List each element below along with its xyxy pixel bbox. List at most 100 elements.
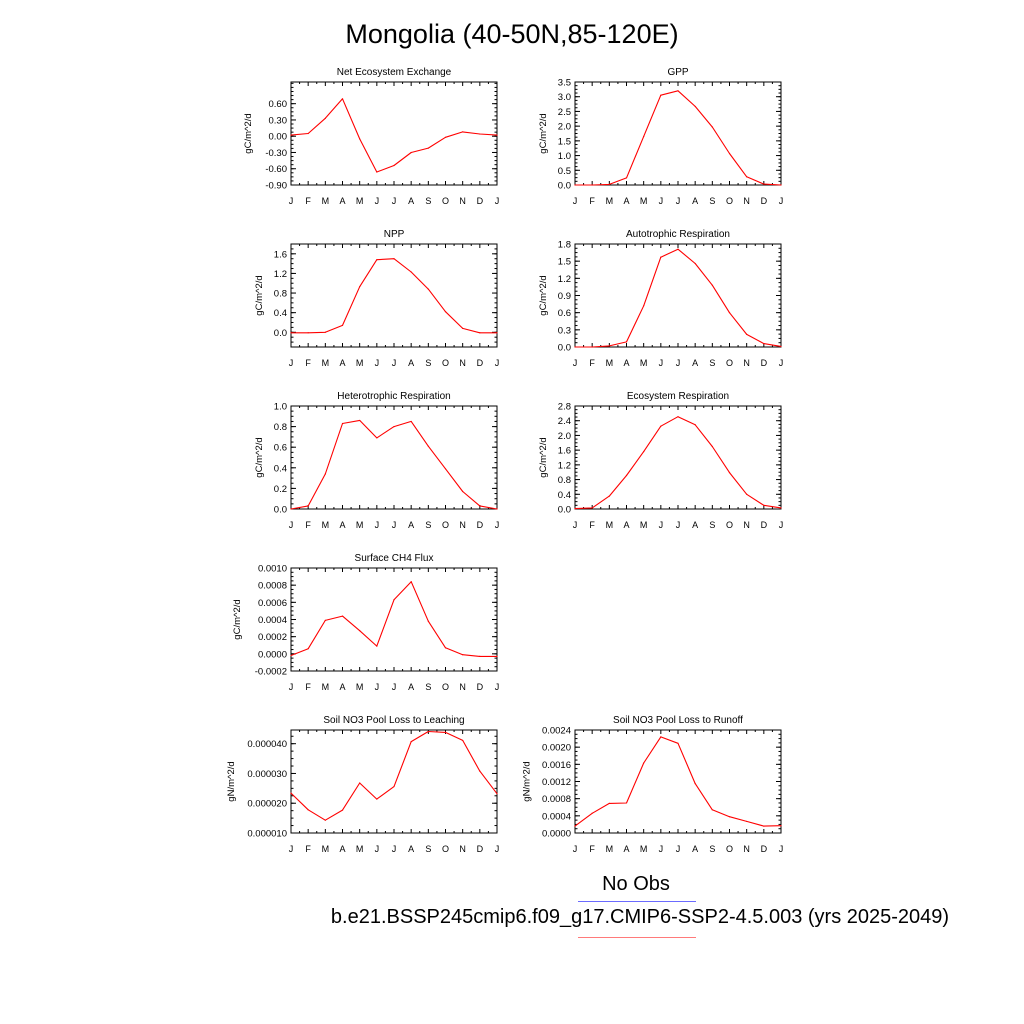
y-tick-label: 1.2 <box>558 460 571 471</box>
series-line <box>290 730 498 821</box>
plot-frame <box>290 405 498 510</box>
data-point <box>677 416 679 418</box>
y-tick-label: 0.000030 <box>247 769 287 780</box>
data-point <box>677 90 679 92</box>
series-line <box>574 736 782 827</box>
data-point <box>608 802 610 804</box>
x-tick-label: S <box>425 196 431 206</box>
x-tick-label: S <box>709 358 715 368</box>
data-point <box>444 311 447 313</box>
x-tick-label: N <box>459 358 466 368</box>
x-tick-label: J <box>375 520 380 530</box>
data-point <box>574 508 576 510</box>
y-tick-label: 0.2 <box>274 484 287 495</box>
series-line <box>575 248 782 348</box>
y-tick-label: 0.0012 <box>542 777 571 788</box>
x-tick-label: D <box>761 196 768 206</box>
x-tick-label: O <box>442 682 449 692</box>
y-tick-label: 3.5 <box>558 78 571 89</box>
x-tick-label: J <box>779 520 784 530</box>
x-tick-label: J <box>659 358 664 368</box>
plot-frame <box>290 81 498 186</box>
x-tick-label: D <box>477 844 484 854</box>
y-tick-label: 1.5 <box>558 136 571 147</box>
data-point <box>376 171 378 173</box>
data-point <box>746 333 748 336</box>
y-tick-label: 0.0008 <box>258 581 287 592</box>
data-point <box>462 490 464 493</box>
data-point <box>376 798 378 800</box>
y-axis-label: gC/m^2/d <box>232 599 243 639</box>
x-tick-label: D <box>477 520 484 530</box>
data-point <box>290 134 292 136</box>
data-point <box>341 324 344 327</box>
data-point <box>728 471 731 474</box>
data-point <box>462 654 464 656</box>
y-tick-label: 0.4 <box>558 490 571 501</box>
y-tick-label: 1.5 <box>558 257 571 268</box>
x-tick-label: J <box>779 358 784 368</box>
y-tick-label: 0.6 <box>558 308 571 319</box>
series-line <box>291 258 497 334</box>
data-point <box>290 508 292 510</box>
x-tick-label: D <box>761 844 768 854</box>
x-tick-label: M <box>322 358 330 368</box>
data-point <box>479 770 481 772</box>
x-tick-label: M <box>640 520 648 530</box>
data-point <box>410 271 412 273</box>
y-axis-label: gC/m^2/d <box>538 275 549 315</box>
x-tick-label: M <box>322 682 330 692</box>
x-tick-label: N <box>459 520 466 530</box>
data-point <box>290 654 292 657</box>
data-point <box>290 792 292 794</box>
x-tick-label: J <box>659 844 664 854</box>
data-point <box>574 346 576 348</box>
y-tick-label: 1.2 <box>558 274 571 285</box>
data-point <box>393 426 395 428</box>
data-point <box>728 816 731 818</box>
y-axis-label: gN/m^2/d <box>521 761 532 801</box>
panel-title: Autotrophic Respiration <box>626 229 730 240</box>
data-point <box>359 630 361 632</box>
y-tick-label: 0.000040 <box>247 739 287 750</box>
x-tick-label: O <box>726 358 733 368</box>
data-point <box>479 133 481 135</box>
x-tick-label: J <box>573 844 578 854</box>
data-point <box>763 183 765 185</box>
data-point <box>780 345 782 348</box>
x-tick-label: N <box>743 520 750 530</box>
x-tick-label: M <box>322 196 330 206</box>
y-tick-label: 0.0016 <box>542 760 571 771</box>
data-point <box>496 332 498 334</box>
x-tick-label: J <box>676 196 681 206</box>
data-point <box>496 134 498 136</box>
panel-title: GPP <box>667 67 688 78</box>
data-point <box>341 98 344 100</box>
x-tick-label: A <box>408 358 414 368</box>
x-tick-label: N <box>743 844 750 854</box>
data-point <box>677 248 679 250</box>
plot-frame <box>290 243 498 348</box>
data-point <box>376 645 378 647</box>
series-line <box>290 581 497 657</box>
data-point <box>324 819 326 821</box>
y-tick-label: 1.0 <box>558 151 571 162</box>
data-point <box>711 284 713 286</box>
chart-panel-7: J F M A M J J A S O N D J-0.00020.00000.00020.00040.… <box>232 553 499 692</box>
x-tick-label: J <box>392 844 397 854</box>
data-point <box>444 468 447 470</box>
data-point <box>780 825 782 827</box>
data-point <box>763 342 765 345</box>
y-tick-label: 0.0 <box>274 505 287 516</box>
x-tick-label: O <box>442 196 449 206</box>
plot-frame <box>574 405 782 510</box>
x-tick-label: J <box>289 682 294 692</box>
data-point <box>290 332 292 334</box>
y-tick-label: 0.000010 <box>247 829 287 840</box>
y-tick-label: 1.6 <box>558 446 571 457</box>
x-tick-label: A <box>339 358 345 368</box>
panel-title: Soil NO3 Pool Loss to Leaching <box>323 715 464 726</box>
data-point <box>780 507 782 509</box>
y-tick-label: 1.6 <box>274 249 287 260</box>
y-tick-label: 0.0004 <box>258 615 287 626</box>
